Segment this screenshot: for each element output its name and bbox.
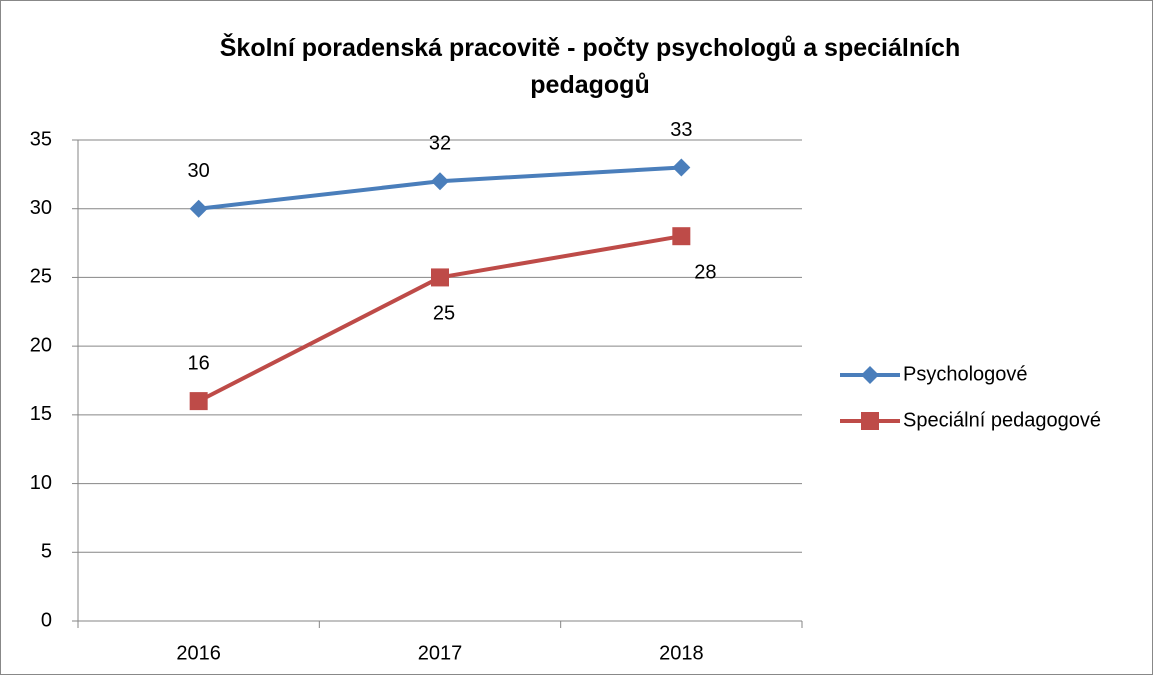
y-tick-label: 20 — [30, 334, 52, 356]
y-tick-label: 15 — [30, 403, 52, 425]
data-point — [672, 227, 691, 246]
data-point — [672, 158, 691, 177]
legend-marker — [861, 412, 879, 430]
y-tick-label: 30 — [30, 197, 52, 219]
x-tick-label: 2017 — [418, 642, 463, 664]
data-label: 30 — [188, 160, 210, 182]
data-label: 33 — [670, 119, 692, 141]
data-point — [189, 199, 208, 218]
y-tick-label: 25 — [30, 266, 52, 288]
legend-label: Psychologové — [903, 363, 1028, 385]
y-tick-label: 10 — [30, 472, 52, 494]
data-point — [431, 268, 449, 287]
legend-marker — [861, 366, 879, 384]
data-label: 28 — [694, 261, 716, 283]
data-point — [189, 392, 208, 411]
data-label: 16 — [188, 352, 210, 374]
legend-label: Speciální pedagogové — [903, 409, 1101, 431]
data-point — [431, 172, 449, 191]
y-tick-label: 0 — [41, 609, 52, 631]
y-tick-label: 5 — [41, 541, 52, 563]
data-label: 25 — [433, 303, 455, 325]
x-tick-label: 2016 — [176, 642, 221, 664]
chart-title: Školní poradenská pracovitě - počty psyc… — [219, 34, 961, 99]
y-tick-label: 35 — [30, 128, 52, 150]
data-label: 32 — [429, 133, 451, 155]
x-tick-label: 2018 — [659, 642, 704, 664]
